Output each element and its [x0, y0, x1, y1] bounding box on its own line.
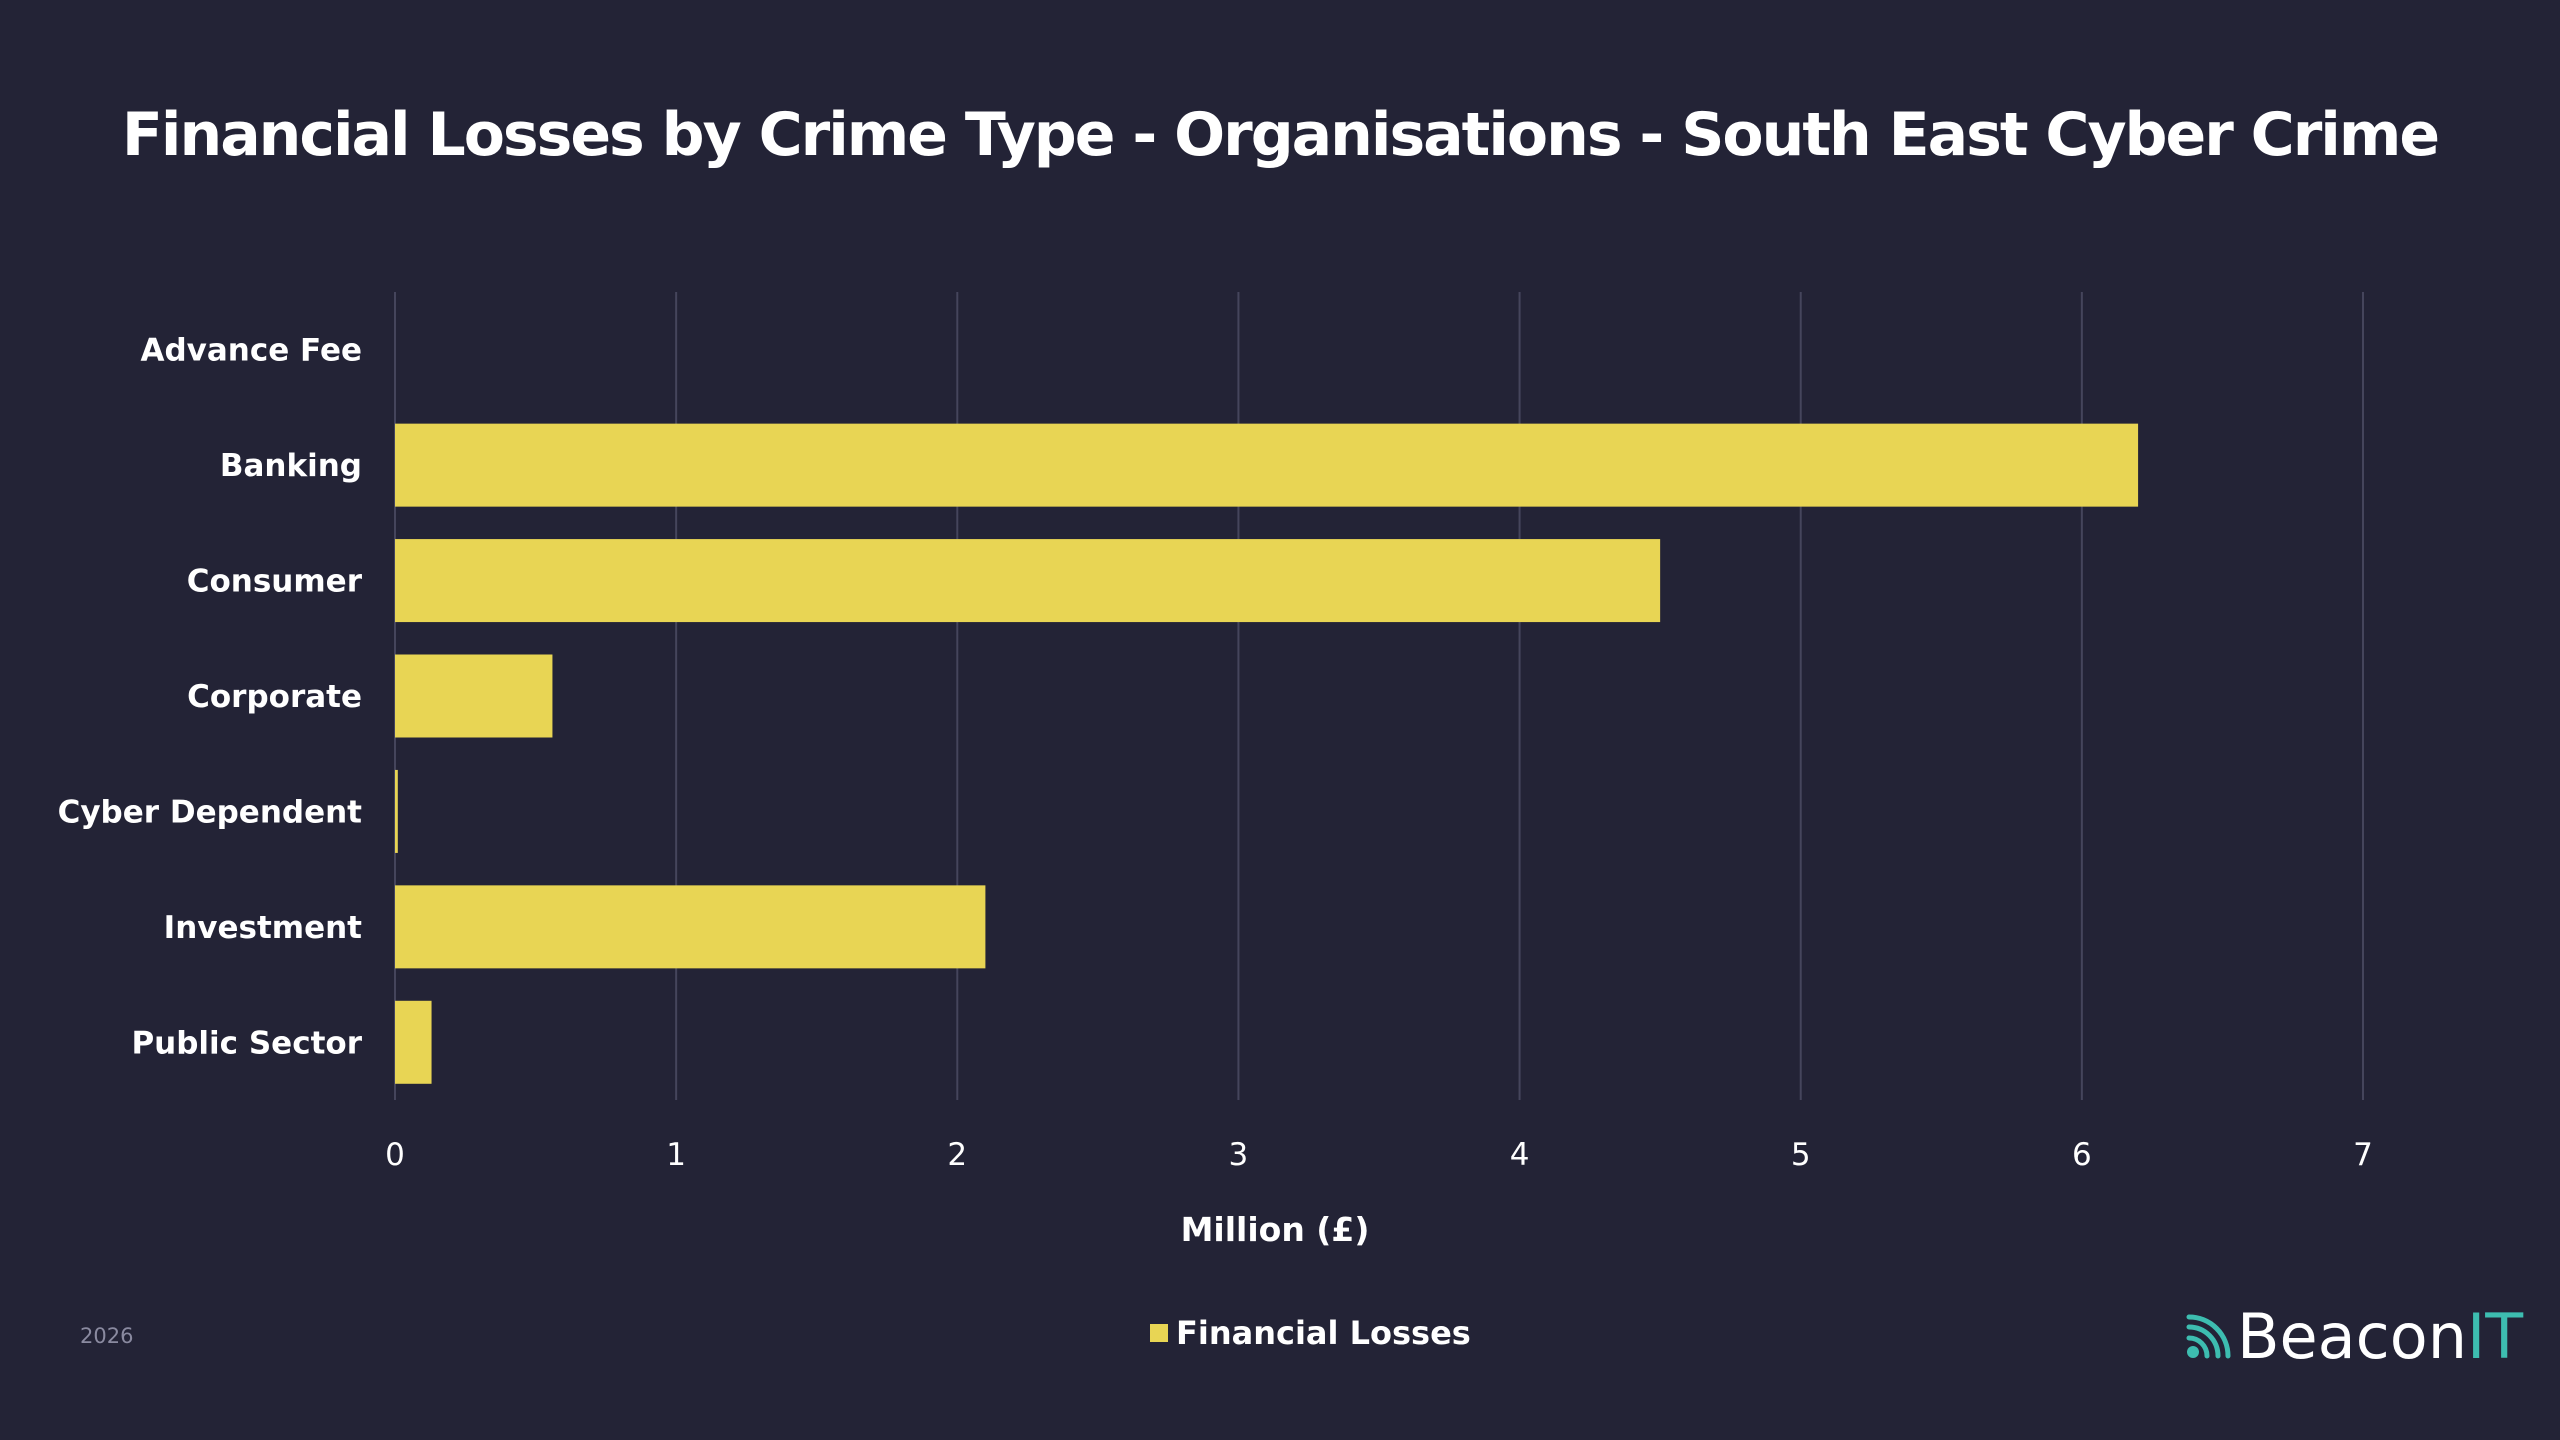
- bar: [395, 885, 986, 969]
- y-category-label: Cyber Dependent: [58, 794, 363, 830]
- x-tick-label: 4: [1510, 1137, 1530, 1173]
- bar: [395, 654, 553, 738]
- y-category-label: Investment: [164, 910, 363, 946]
- y-category-label: Banking: [220, 448, 362, 484]
- x-tick-label: 5: [1791, 1137, 1811, 1173]
- bar: [395, 423, 2139, 507]
- legend: Financial Losses: [1150, 1314, 1471, 1352]
- x-tick-label: 7: [2353, 1137, 2373, 1173]
- logo-accent-text: IT: [2467, 1300, 2524, 1373]
- y-category-label: Corporate: [187, 679, 362, 715]
- legend-label: Financial Losses: [1176, 1314, 1471, 1352]
- beaconit-logo: BeaconIT: [2185, 1300, 2523, 1373]
- logo-text: Beacon: [2237, 1300, 2467, 1373]
- bar: [395, 539, 1661, 623]
- bar: [395, 1000, 432, 1084]
- year-label: 2026: [80, 1324, 134, 1348]
- y-category-label: Consumer: [187, 564, 363, 600]
- x-tick-label: 2: [947, 1137, 967, 1173]
- signal-icon: [2186, 1314, 2231, 1358]
- x-tick-label: 3: [1229, 1137, 1249, 1173]
- chart-title: Financial Losses by Crime Type - Organis…: [121, 100, 2440, 170]
- y-category-label: Public Sector: [131, 1025, 362, 1061]
- x-axis-title: Million (£): [1180, 1210, 1370, 1249]
- bar: [395, 769, 398, 853]
- x-tick-label: 0: [385, 1137, 405, 1173]
- y-category-label: Advance Fee: [140, 333, 362, 369]
- x-tick-label: 6: [2072, 1137, 2092, 1173]
- legend-swatch: [1150, 1324, 1168, 1342]
- x-tick-label: 1: [666, 1137, 686, 1173]
